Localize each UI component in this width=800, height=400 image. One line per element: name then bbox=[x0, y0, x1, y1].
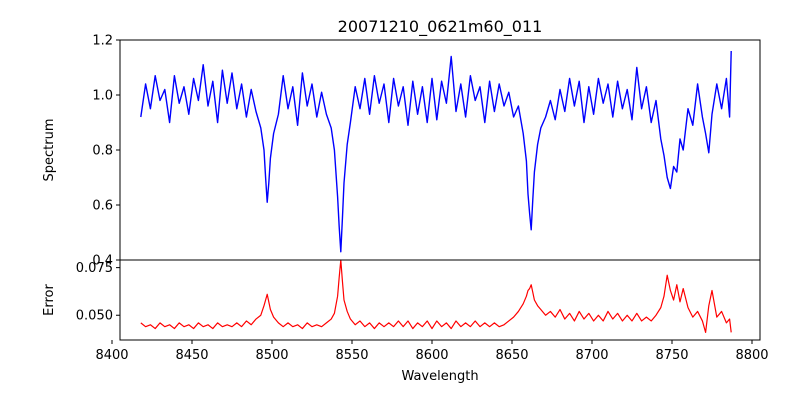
y-tick-label: 0.8 bbox=[92, 144, 113, 159]
x-tick-label: 8500 bbox=[255, 348, 288, 363]
y-tick-label: 1.2 bbox=[92, 34, 113, 49]
error-y-ticks: 0.050 0.075 bbox=[76, 261, 120, 324]
x-tick-label: 8700 bbox=[575, 348, 608, 363]
error-series-line bbox=[140, 259, 732, 333]
x-tick-label: 8800 bbox=[735, 348, 768, 363]
spectrum-panel: 0.4 0.6 0.8 1.0 1.2 20071210_0621m60_011 Spe… bbox=[42, 17, 761, 269]
error-y-axis-label: Error bbox=[42, 284, 57, 316]
y-tick-label: 0.6 bbox=[92, 199, 113, 214]
y-tick-label: 0.075 bbox=[76, 261, 113, 276]
y-tick-label: 1.0 bbox=[92, 89, 113, 104]
spectrum-y-ticks: 0.4 0.6 0.8 1.0 1.2 bbox=[92, 34, 120, 269]
y-tick-label: 0.4 bbox=[92, 254, 113, 269]
error-axes-frame bbox=[119, 259, 761, 341]
x-tick-label: 8400 bbox=[95, 348, 128, 363]
x-tick-label: 8750 bbox=[655, 348, 688, 363]
x-tick-label: 8600 bbox=[415, 348, 448, 363]
x-tick-label: 8450 bbox=[175, 348, 208, 363]
y-tick-label: 0.050 bbox=[76, 309, 113, 324]
chart-title: 20071210_0621m60_011 bbox=[338, 17, 543, 37]
spectrum-plot-area bbox=[120, 40, 760, 260]
spectrum-series-line bbox=[140, 50, 732, 253]
spectrum-y-axis-label: Spectrum bbox=[42, 119, 57, 182]
x-tick-label: 8550 bbox=[335, 348, 368, 363]
x-tick-label: 8650 bbox=[495, 348, 528, 363]
error-plot-area bbox=[120, 260, 760, 340]
error-x-ticks: 8400 8450 8500 8550 8600 8650 8700 8750 8800 bbox=[95, 340, 769, 363]
x-axis-label: Wavelength bbox=[401, 369, 478, 384]
